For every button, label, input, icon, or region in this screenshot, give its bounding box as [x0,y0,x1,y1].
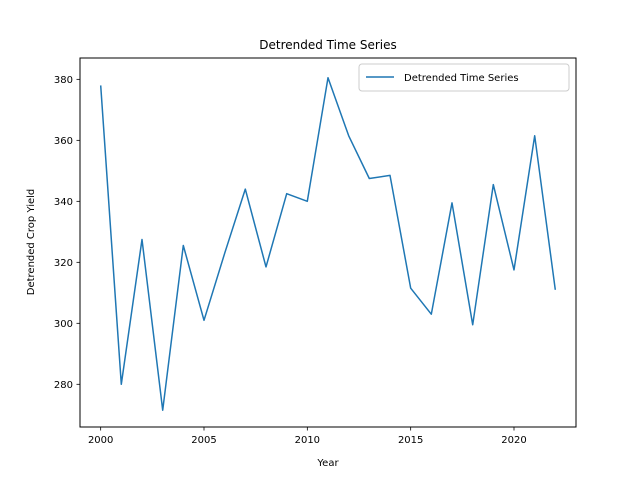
y-tick-label: 300 [54,319,73,330]
legend: Detrended Time Series [358,63,570,92]
y-tick-label: 280 [54,380,73,391]
x-tick-label: 2000 [88,435,113,446]
y-tick-label: 360 [54,136,73,147]
series-line [99,77,557,411]
x-tick-label: 2020 [501,435,526,446]
plot-area [79,57,577,428]
legend-box [358,63,570,92]
x-axis-label: Year [316,458,339,469]
legend-label: Detrended Time Series [404,73,519,84]
x-axis: 2000 2005 2010 2015 2020 [88,427,527,446]
x-tick-label: 2010 [295,435,320,446]
x-tick-label: 2005 [191,435,216,446]
x-tick-label: 2015 [398,435,423,446]
y-axis: 280 300 320 340 360 380 [54,75,80,391]
series-layer [99,77,557,411]
y-tick-label: 380 [54,75,73,86]
y-tick-label: 340 [54,197,73,208]
y-axis-label: Detrended Crop Yield [26,189,37,296]
plot-frame [79,57,577,428]
chart-title: Detrended Time Series [259,38,397,52]
y-tick-label: 320 [54,258,73,269]
